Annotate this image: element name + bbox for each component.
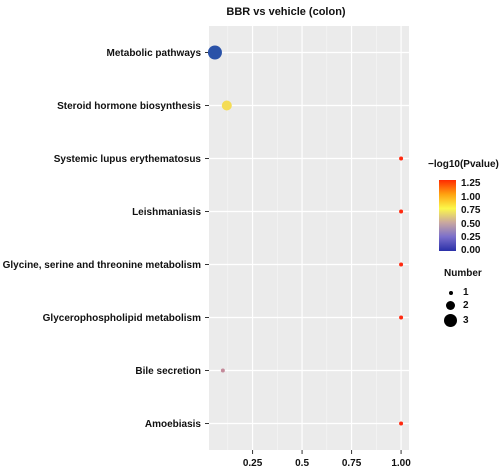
size-legend-label: 2 xyxy=(463,300,469,311)
x-tick-label: 0.5 xyxy=(295,458,309,469)
y-tick-label: Leishmaniasis xyxy=(132,207,201,218)
y-tick-label: Glycine, serine and threonine metabolism xyxy=(3,260,201,271)
color-legend-tick: 0.00 xyxy=(461,245,481,256)
x-tick-label: 0.75 xyxy=(342,458,362,469)
data-point xyxy=(399,421,404,426)
size-legend-dot-3 xyxy=(444,314,457,327)
color-legend-tick: 1.00 xyxy=(461,192,481,203)
color-scale-bar xyxy=(439,180,456,251)
size-legend-title: Number xyxy=(444,268,482,279)
y-tick-label: Amoebiasis xyxy=(145,419,202,430)
color-legend-tick: 0.50 xyxy=(461,219,481,230)
x-tick-label: 0.25 xyxy=(243,458,263,469)
size-legend-label: 1 xyxy=(463,287,469,298)
color-legend-tick: 0.75 xyxy=(461,205,481,216)
size-legend-dot-1 xyxy=(449,291,453,295)
data-point xyxy=(207,45,222,60)
data-point xyxy=(399,315,404,320)
color-legend-tick: 1.25 xyxy=(461,178,481,189)
size-legend-label: 3 xyxy=(463,315,469,326)
y-tick-label: Steroid hormone biosynthesis xyxy=(57,101,201,112)
plot-panel xyxy=(209,26,409,450)
data-point xyxy=(399,156,404,161)
size-legend-dot-2 xyxy=(446,301,455,310)
y-tick-label: Systemic lupus erythematosus xyxy=(54,154,202,165)
color-legend-title: −log10(Pvalue) xyxy=(428,159,499,170)
data-point xyxy=(399,209,404,214)
data-point xyxy=(399,262,404,267)
color-legend-tick: 0.25 xyxy=(461,232,481,243)
chart-title: BBR vs vehicle (colon) xyxy=(226,6,346,18)
y-tick-label: Metabolic pathways xyxy=(107,48,202,59)
y-tick-label: Glycerophospholipid metabolism xyxy=(43,313,201,324)
data-point xyxy=(220,368,225,373)
data-point xyxy=(221,100,232,111)
y-tick-label: Bile secretion xyxy=(135,366,201,377)
x-tick-label: 1.00 xyxy=(391,458,411,469)
